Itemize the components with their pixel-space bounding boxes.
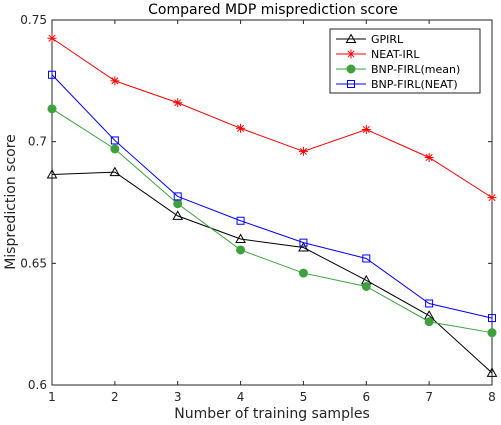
legend-entry: BNP-FIRL(NEAT) bbox=[336, 78, 458, 91]
data-point bbox=[236, 245, 246, 255]
legend-label: GPIRL bbox=[371, 33, 404, 46]
data-point bbox=[361, 281, 371, 291]
legend-marker bbox=[346, 49, 356, 59]
data-point bbox=[488, 314, 496, 323]
data-point bbox=[236, 216, 245, 225]
x-tick-label: 1 bbox=[48, 390, 56, 404]
legend-label: BNP-FIRL(mean) bbox=[371, 63, 460, 76]
data-point bbox=[487, 193, 497, 203]
y-tick-label: 0.75 bbox=[20, 13, 47, 27]
legend: GPIRL NEAT-IRL BNP-FIRL(mean) BNP-FIRL(NEAT… bbox=[329, 28, 481, 94]
data-point bbox=[48, 70, 56, 79]
data-point bbox=[298, 268, 308, 278]
x-tick-label: 4 bbox=[237, 390, 245, 404]
data-point bbox=[173, 192, 182, 201]
legend-entry: BNP-FIRL(mean) bbox=[336, 63, 460, 76]
data-point bbox=[425, 299, 434, 308]
series-bnp-firl-neat- bbox=[48, 70, 496, 323]
x-axis: 1 2 3 4 5 6 7 8 bbox=[48, 20, 496, 404]
data-point bbox=[110, 76, 120, 86]
data-point bbox=[486, 367, 498, 377]
data-point bbox=[299, 238, 308, 247]
chart-title: Compared MDP misprediction score bbox=[148, 2, 398, 18]
data-point bbox=[236, 123, 246, 133]
data-point bbox=[298, 241, 309, 252]
x-tick-label: 7 bbox=[425, 390, 433, 404]
data-point bbox=[173, 98, 183, 108]
y-axis-label: Misprediction score bbox=[3, 134, 19, 270]
data-point bbox=[109, 166, 121, 177]
data-point bbox=[487, 328, 497, 338]
data-point bbox=[172, 210, 184, 220]
data-point bbox=[46, 168, 58, 179]
x-axis-label: Number of training samples bbox=[174, 406, 370, 422]
legend-marker bbox=[345, 33, 357, 43]
x-tick-label: 6 bbox=[362, 390, 370, 404]
legend-marker bbox=[346, 64, 356, 74]
x-tick-label: 3 bbox=[174, 390, 182, 404]
y-tick-label: 0.65 bbox=[20, 256, 47, 270]
series-line bbox=[51, 37, 493, 199]
legend-marker bbox=[347, 80, 355, 88]
series-bnp-firl-mean- bbox=[47, 104, 497, 338]
legend-label: BNP-FIRL(NEAT) bbox=[371, 78, 458, 91]
x-tick-label: 2 bbox=[111, 390, 119, 404]
series-neat-irl bbox=[47, 33, 497, 203]
series-layer bbox=[46, 33, 498, 377]
data-point bbox=[110, 136, 119, 145]
plot-area-frame bbox=[51, 19, 493, 386]
legend-entry: NEAT-IRL bbox=[336, 48, 420, 61]
data-point bbox=[47, 104, 57, 114]
x-tick-label: 5 bbox=[300, 390, 308, 404]
data-point bbox=[173, 199, 183, 209]
series-gpirl bbox=[46, 166, 498, 377]
data-point bbox=[424, 317, 434, 327]
series-line bbox=[51, 108, 493, 334]
data-point bbox=[298, 146, 308, 156]
y-tick-label: 0.6 bbox=[28, 378, 47, 392]
data-point bbox=[362, 254, 371, 263]
y-axis: 0.6 0.65 0.7 0.75 bbox=[20, 13, 492, 392]
data-point bbox=[110, 144, 120, 154]
data-point bbox=[361, 125, 371, 134]
legend-label: NEAT-IRL bbox=[371, 48, 420, 61]
series-line bbox=[51, 74, 493, 319]
y-tick-label: 0.7 bbox=[28, 135, 47, 149]
data-point bbox=[47, 33, 57, 43]
series-line bbox=[51, 171, 493, 374]
legend-entry: GPIRL bbox=[336, 33, 404, 46]
data-point bbox=[235, 233, 246, 243]
x-tick-label: 8 bbox=[488, 390, 496, 404]
data-point bbox=[424, 152, 434, 162]
